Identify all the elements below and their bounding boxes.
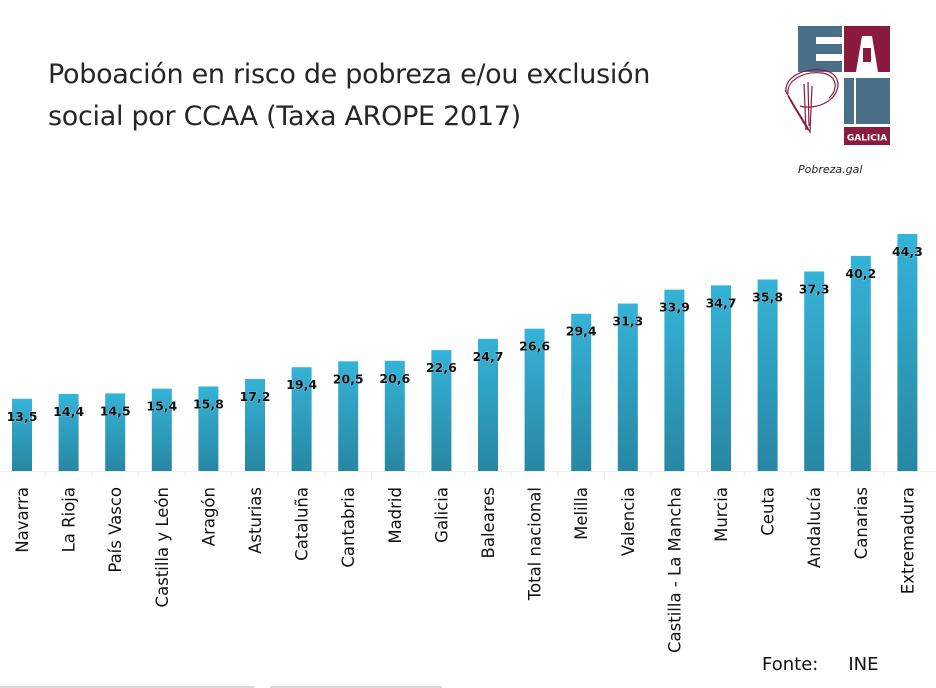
logo-letter-n (844, 78, 890, 124)
data-label: 20,6 (379, 371, 410, 386)
source-value: INE (848, 654, 879, 675)
category-label: Cantabria (339, 487, 358, 568)
bar (384, 360, 405, 471)
logo-galicia-text: GALICIA (847, 134, 887, 144)
data-label: 22,6 (426, 360, 457, 375)
bar (617, 303, 638, 471)
bar (664, 289, 685, 471)
category-label: Baleares (479, 487, 498, 558)
bar (245, 378, 265, 471)
data-label: 15,4 (146, 399, 177, 414)
bar (571, 313, 592, 471)
category-label: Andalucía (805, 487, 824, 568)
source-label: Fonte: (762, 654, 819, 675)
data-label: 37,3 (799, 281, 830, 296)
bottom-divider (270, 686, 442, 688)
category-label: Navarra (13, 487, 32, 553)
category-label: Total nacional (526, 487, 545, 601)
logo-letter-p-swirl (784, 69, 839, 135)
bar (757, 279, 778, 471)
logo-letter-e (798, 26, 842, 72)
category-label: Melilla (572, 487, 591, 540)
data-label: 33,9 (659, 300, 690, 315)
logo-galicia-band: GALICIA (844, 127, 890, 145)
chart-title-line-2: social por CCAA (Taxa AROPE 2017) (48, 101, 521, 132)
category-label: Galicia (432, 487, 451, 543)
data-label: 31,3 (612, 314, 643, 329)
category-label: Canarias (852, 487, 871, 559)
data-label: 13,5 (7, 409, 38, 424)
bar (58, 393, 79, 471)
bottom-divider (0, 686, 254, 688)
bar (711, 285, 731, 471)
bar (524, 328, 545, 471)
bar (897, 233, 918, 471)
x-axis-separators (0, 471, 936, 477)
eapn-galicia-logo: GALICIA (784, 26, 890, 145)
bar (291, 367, 312, 471)
bars (12, 233, 918, 471)
category-label: Valencia (619, 487, 638, 556)
source-note: Fonte: INE (762, 654, 879, 675)
site-name: Pobreza.gal (798, 163, 863, 176)
logo-letter-a (844, 26, 890, 72)
category-label: La Rioja (60, 487, 79, 552)
category-label: Madrid (386, 487, 405, 544)
category-label: Aragón (199, 487, 218, 546)
data-label: 35,8 (752, 289, 783, 304)
bar (338, 361, 359, 471)
data-label: 34,7 (706, 295, 737, 310)
bar (151, 388, 172, 471)
bar (105, 393, 126, 471)
bar (850, 255, 871, 471)
bar (431, 350, 452, 471)
data-label: 44,3 (892, 244, 923, 259)
category-label: Ceuta (759, 487, 778, 536)
chart-title: Poboación en risco de pobreza e/ou exclu… (48, 54, 768, 138)
category-label: Asturias (246, 487, 265, 554)
data-label: 24,7 (473, 349, 504, 364)
data-labels: 13,5 14,4 14,5 15,4 15,8 17,2 19,4 20,5 20,6 22,6… (6, 243, 923, 424)
category-labels: Navarra La Rioja País Vasco Castilla y León… (13, 487, 917, 653)
category-label: Castilla - La Mancha (665, 487, 684, 653)
data-label: 15,8 (193, 396, 224, 411)
category-label: Murcia (712, 487, 731, 542)
data-label: 26,6 (519, 339, 550, 354)
data-label: 19,4 (286, 377, 317, 392)
category-label: Extremadura (898, 487, 917, 594)
bar (804, 271, 825, 471)
bar (198, 386, 219, 471)
data-label: 29,4 (566, 324, 597, 339)
data-label: 17,2 (240, 389, 271, 404)
data-label: 20,5 (333, 371, 364, 386)
data-label: 14,5 (100, 403, 131, 418)
category-label: Castilla y León (153, 487, 172, 607)
chart-title-line-1: Poboación en risco de pobreza e/ou exclu… (48, 59, 651, 90)
bar (12, 398, 32, 471)
bar (478, 338, 498, 471)
data-label: 40,2 (845, 266, 876, 281)
category-label: Cataluña (293, 487, 312, 561)
data-label: 14,4 (53, 404, 84, 419)
category-label: País Vasco (106, 487, 125, 573)
